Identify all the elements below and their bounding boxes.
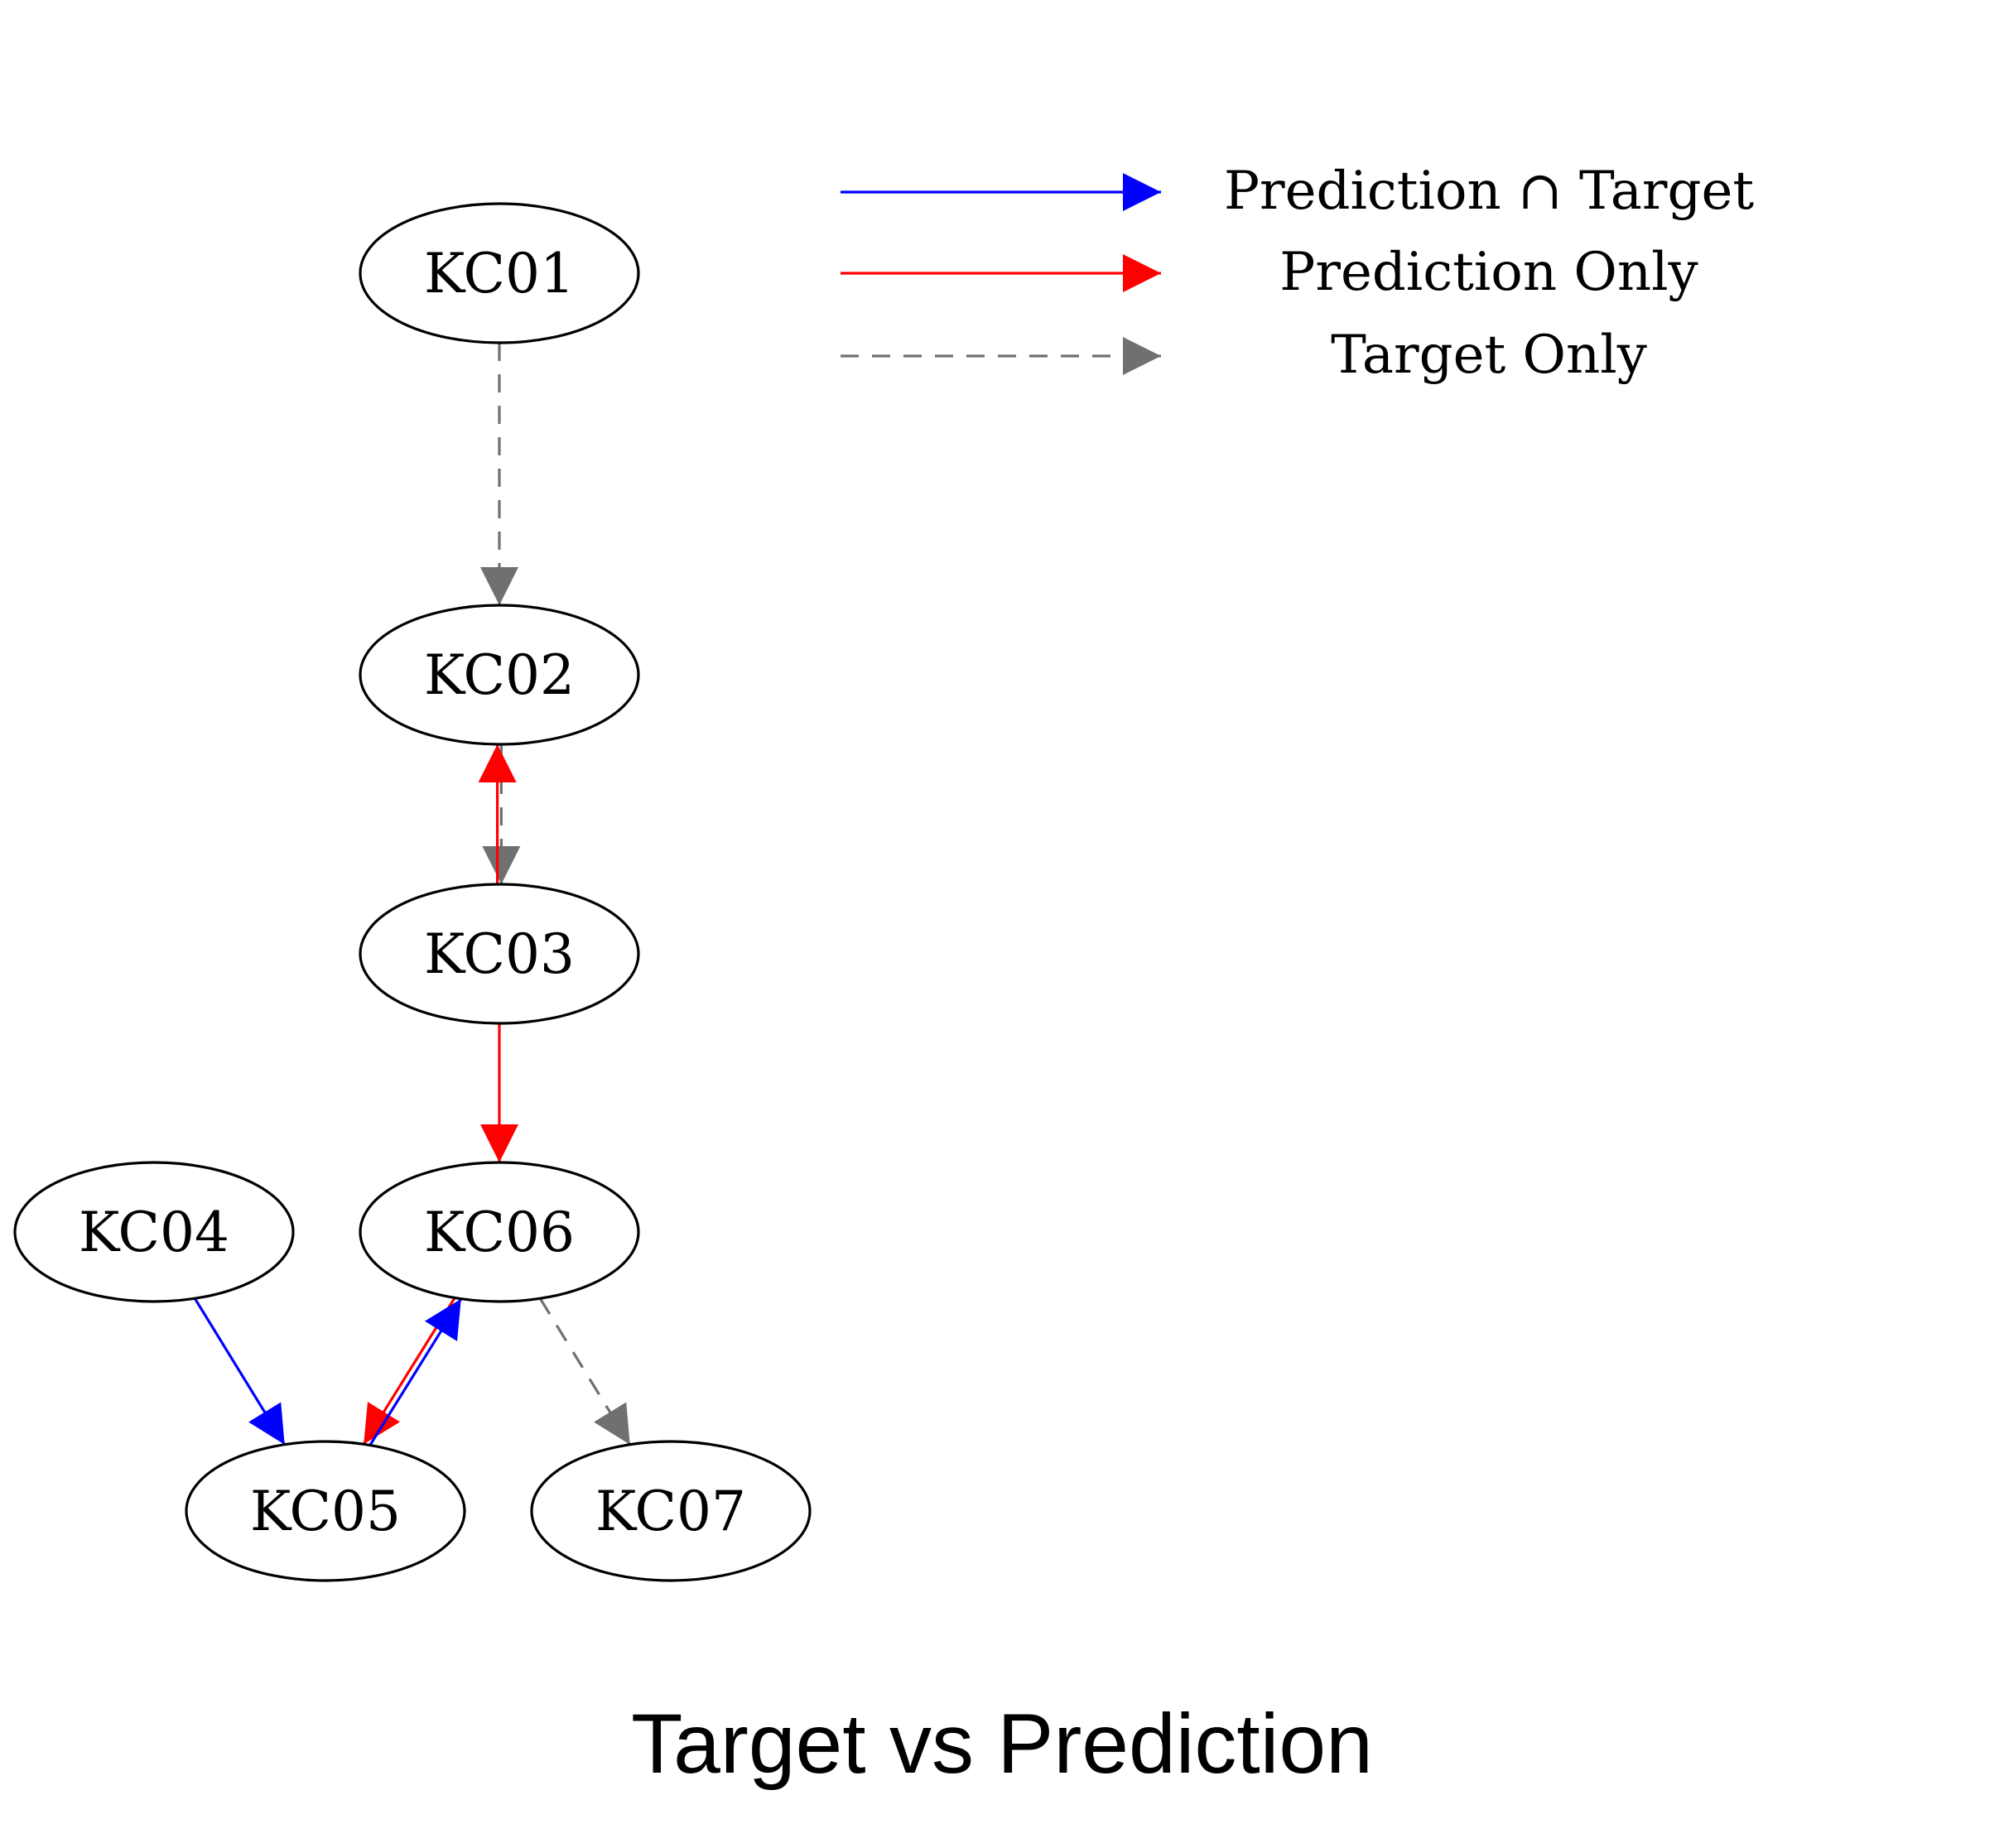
node-label: KC03	[424, 922, 575, 986]
legend-item-prediction-only: Prediction Only	[841, 242, 1698, 303]
node-kc03: KC03	[359, 883, 640, 1025]
nodes-layer: KC01 KC02 KC03 KC04 KC05 KC06 KC07	[13, 202, 812, 1582]
legend-label: Target Only	[1331, 325, 1647, 386]
edge-kc05-to-kc06	[369, 1297, 463, 1446]
edge-kc06-to-kc07	[538, 1297, 632, 1446]
node-label: KC07	[595, 1480, 746, 1543]
edge-kc04-to-kc05	[193, 1297, 287, 1446]
node-kc01: KC01	[359, 202, 640, 344]
caption: Target vs Prediction	[631, 1696, 1373, 1791]
legend-item-target-only: Target Only	[841, 325, 1647, 386]
node-label: KC02	[424, 643, 575, 707]
node-label: KC05	[250, 1480, 401, 1543]
legend-item-both: Prediction ∩ Target	[841, 161, 1754, 222]
node-kc02: KC02	[359, 604, 640, 746]
edge-kc06-to-kc05	[362, 1297, 456, 1446]
node-kc05: KC05	[185, 1440, 466, 1582]
node-kc04: KC04	[13, 1161, 295, 1303]
node-label: KC04	[79, 1201, 229, 1264]
node-kc07: KC07	[530, 1440, 812, 1582]
legend-label: Prediction Only	[1279, 242, 1698, 303]
node-kc06: KC06	[359, 1161, 640, 1303]
legend: Prediction ∩ Target Prediction Only Target…	[841, 161, 1754, 386]
legend-label: Prediction ∩ Target	[1224, 161, 1754, 222]
node-label: KC01	[424, 242, 575, 306]
edges-layer	[193, 343, 632, 1446]
node-label: KC06	[424, 1201, 575, 1264]
